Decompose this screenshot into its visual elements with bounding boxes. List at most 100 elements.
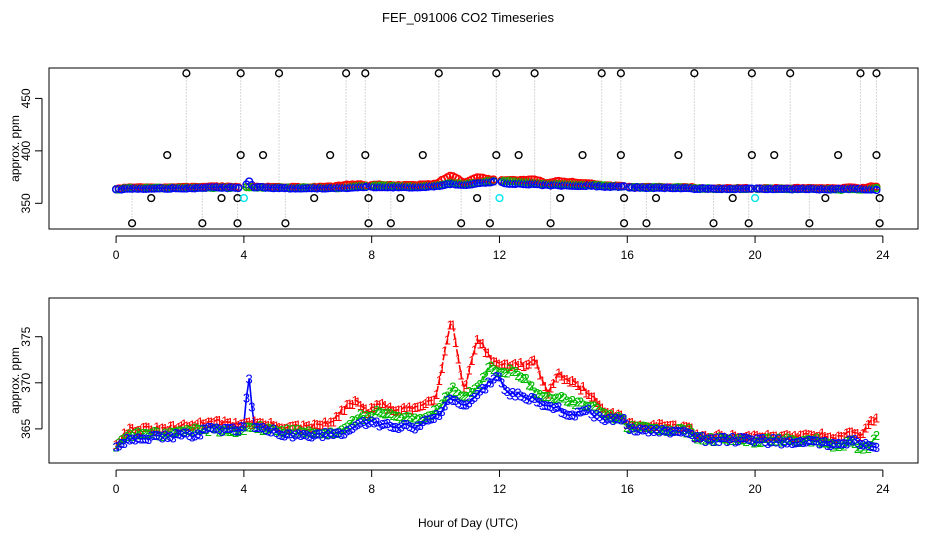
series-3-marker: 3 [129, 432, 136, 447]
high-flag-circle [597, 69, 606, 78]
series-1-marker: 1 [628, 415, 635, 430]
series-1-marker: 1 [221, 414, 228, 429]
series-3-marker: 3 [373, 415, 380, 430]
plot-frame [48, 67, 919, 230]
series-3-marker: 3 [751, 435, 758, 450]
flag-points [127, 69, 884, 228]
series-2-marker: 2 [438, 396, 445, 411]
series-3-marker: 3 [753, 431, 760, 446]
series-3-circle [361, 182, 371, 192]
series-3-marker: 3 [194, 426, 201, 441]
series-3-marker: 3 [639, 422, 646, 437]
series-2-marker: 2 [525, 377, 532, 392]
series-2-marker: 2 [308, 425, 315, 440]
series-1-marker: 1 [533, 356, 540, 371]
series-1-marker: 1 [685, 419, 692, 434]
series-1-marker: 1 [490, 354, 497, 369]
series-1-marker: 1 [123, 426, 130, 441]
series-1-marker: 1 [479, 336, 486, 351]
series-2-marker: 2 [702, 432, 709, 447]
series-2-marker: 2 [164, 427, 171, 442]
series-1-marker: 1 [653, 419, 660, 434]
series-1-marker: 1 [770, 429, 777, 444]
series-3-marker: 3 [618, 413, 625, 428]
series-3-marker: 3 [343, 423, 350, 438]
series-1-marker: 1 [547, 381, 554, 396]
series-1-marker: 1 [819, 425, 826, 440]
series-1-marker: 1 [854, 426, 861, 441]
series-1-marker: 1 [536, 367, 543, 382]
series-2-marker: 2 [666, 422, 673, 437]
series-3-marker: 3 [134, 430, 141, 445]
series-2-marker: 2 [704, 432, 711, 447]
series-2-marker: 2 [316, 427, 323, 442]
series-1-marker: 1 [273, 418, 280, 433]
series-1-marker: 1 [835, 429, 842, 444]
series-3-marker: 3 [392, 420, 399, 435]
series-3-marker: 3 [542, 398, 549, 413]
series-2-marker: 2 [813, 431, 820, 446]
series-3-marker: 3 [112, 440, 119, 455]
series-2-marker: 2 [224, 422, 231, 437]
series-2-marker: 2 [873, 428, 880, 443]
series-2-marker: 2 [357, 407, 364, 422]
series-3-marker: 3 [308, 429, 315, 444]
series-1-marker: 1 [218, 417, 225, 432]
x-tick-label: 24 [876, 482, 890, 496]
series-1-marker: 1 [857, 429, 864, 444]
series-3-marker: 3 [539, 398, 546, 413]
series-2-marker: 2 [180, 424, 187, 439]
series-1-marker: 1 [582, 386, 589, 401]
series-1-marker: 1 [313, 417, 320, 432]
series-3-marker: 3 [552, 400, 559, 415]
series-3-marker: 3 [661, 424, 668, 439]
series-1-marker: 1 [338, 402, 345, 417]
series-1-marker: 1 [666, 418, 673, 433]
cyan-point-circle [495, 193, 504, 203]
series-2-marker: 2 [237, 423, 244, 438]
series-2-marker: 2 [634, 419, 641, 434]
y-tick-label: 350 [19, 193, 33, 213]
mid-flag-circle [674, 150, 683, 160]
series-circles [111, 171, 881, 195]
series-1-marker: 1 [577, 383, 584, 398]
series-1-marker: 1 [251, 414, 258, 429]
series-2-marker: 2 [229, 423, 236, 438]
series-3-marker: 3 [384, 416, 391, 431]
series-1-marker: 1 [865, 417, 872, 432]
x-tick-label: 16 [621, 482, 635, 496]
series-3-marker: 3 [786, 434, 793, 449]
series-3-marker: 3 [704, 432, 711, 447]
series-3-marker: 3 [164, 430, 171, 445]
series-2-marker: 2 [658, 422, 665, 437]
series-1-marker: 1 [485, 346, 492, 361]
series-2-marker: 2 [313, 426, 320, 441]
series-1-marker: 1 [726, 431, 733, 446]
series-3-marker: 3 [300, 427, 307, 442]
series-2-marker: 2 [235, 424, 242, 439]
series-2-marker: 2 [460, 388, 467, 403]
series-3-marker: 3 [115, 439, 122, 454]
series-3-circle [234, 183, 243, 193]
y-tick-label: 400 [19, 141, 33, 161]
series-2-marker: 2 [134, 424, 141, 439]
series-2-marker: 2 [324, 426, 331, 441]
series-2-marker: 2 [718, 431, 725, 446]
series-3-marker: 3 [607, 411, 614, 426]
x-axis-label: Hour of Day (UTC) [418, 516, 518, 530]
series-1-marker: 1 [713, 428, 720, 443]
series-1-marker: 1 [707, 431, 714, 446]
series-3-marker: 3 [189, 430, 196, 445]
series-1-marker: 1 [368, 400, 375, 415]
series-2-marker: 2 [533, 386, 540, 401]
series-2-marker: 2 [778, 434, 785, 449]
series-1-marker: 1 [661, 418, 668, 433]
series-1-marker: 1 [824, 430, 831, 445]
series-3-marker: 3 [324, 427, 331, 442]
series-3-marker: 3 [523, 391, 530, 406]
series-1-marker: 1 [800, 427, 807, 442]
series-3-marker: 3 [859, 438, 866, 453]
mid-flag-circle [578, 150, 587, 160]
series-2-marker: 2 [457, 388, 464, 403]
